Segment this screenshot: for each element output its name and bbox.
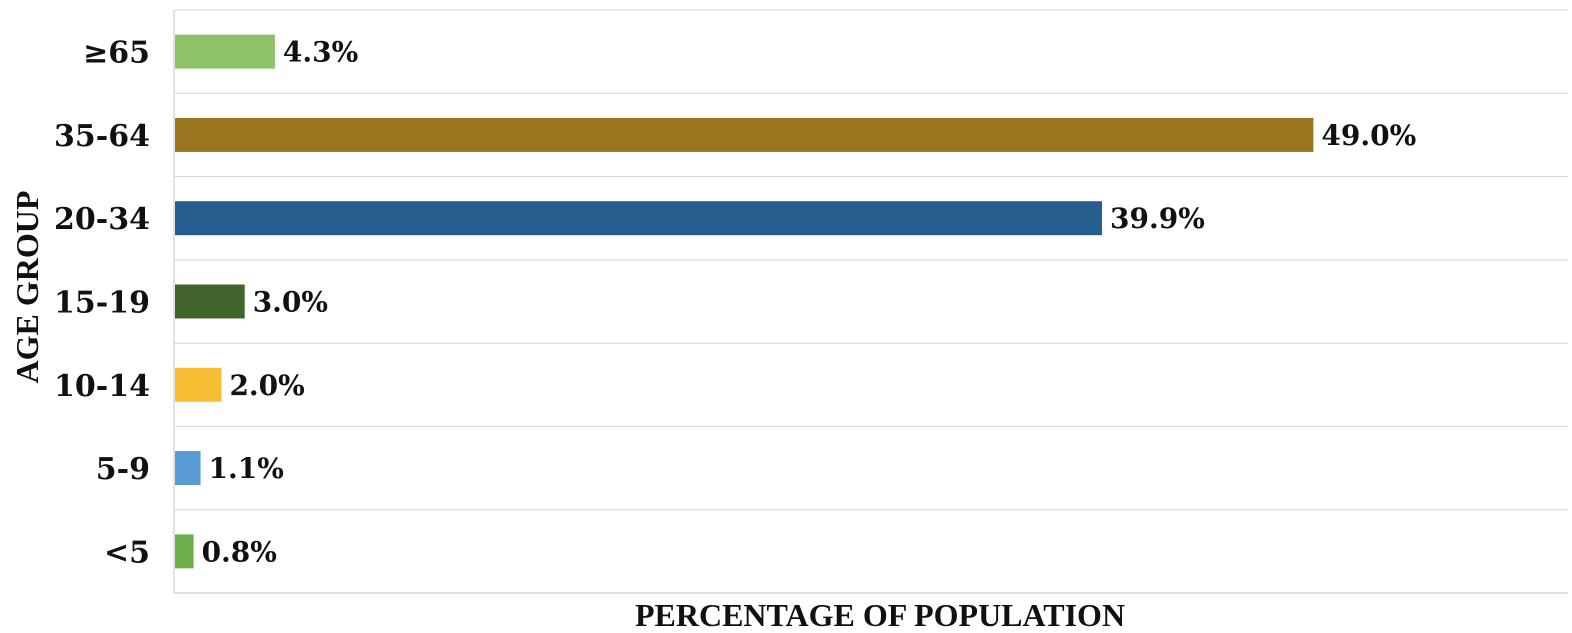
bar xyxy=(175,534,194,569)
value-label: 49.0% xyxy=(1321,119,1416,152)
y-axis-title: AGE GROUP xyxy=(9,191,45,384)
value-labels: 4.3% 49.0% 39.9% 3.0% 2.0% 1.1% 0.8% xyxy=(202,36,1417,569)
bar xyxy=(175,201,1103,236)
bar xyxy=(175,367,222,402)
value-label: 0.8% xyxy=(202,535,277,568)
category-label: 10-14 xyxy=(54,369,150,404)
value-label: 2.0% xyxy=(229,369,304,402)
bar xyxy=(175,117,1314,152)
category-label: 35-64 xyxy=(54,119,150,154)
category-label: 15-19 xyxy=(54,286,150,321)
value-label: 3.0% xyxy=(253,286,328,319)
value-label: 4.3% xyxy=(283,36,358,69)
category-label: 5-9 xyxy=(96,452,150,487)
bars xyxy=(175,34,1314,569)
value-label: 39.9% xyxy=(1110,202,1205,235)
bar xyxy=(175,451,201,486)
category-label: ≥65 xyxy=(83,36,150,71)
bar xyxy=(175,284,245,319)
category-label: <5 xyxy=(104,535,150,570)
category-label: 20-34 xyxy=(54,202,150,237)
category-labels: ≥65 35-64 20-34 15-19 10-14 5-9 <5 xyxy=(54,36,150,571)
bar xyxy=(175,34,275,69)
x-axis-title: PERCENTAGE OF POPULATION xyxy=(635,597,1125,633)
value-label: 1.1% xyxy=(209,452,284,485)
